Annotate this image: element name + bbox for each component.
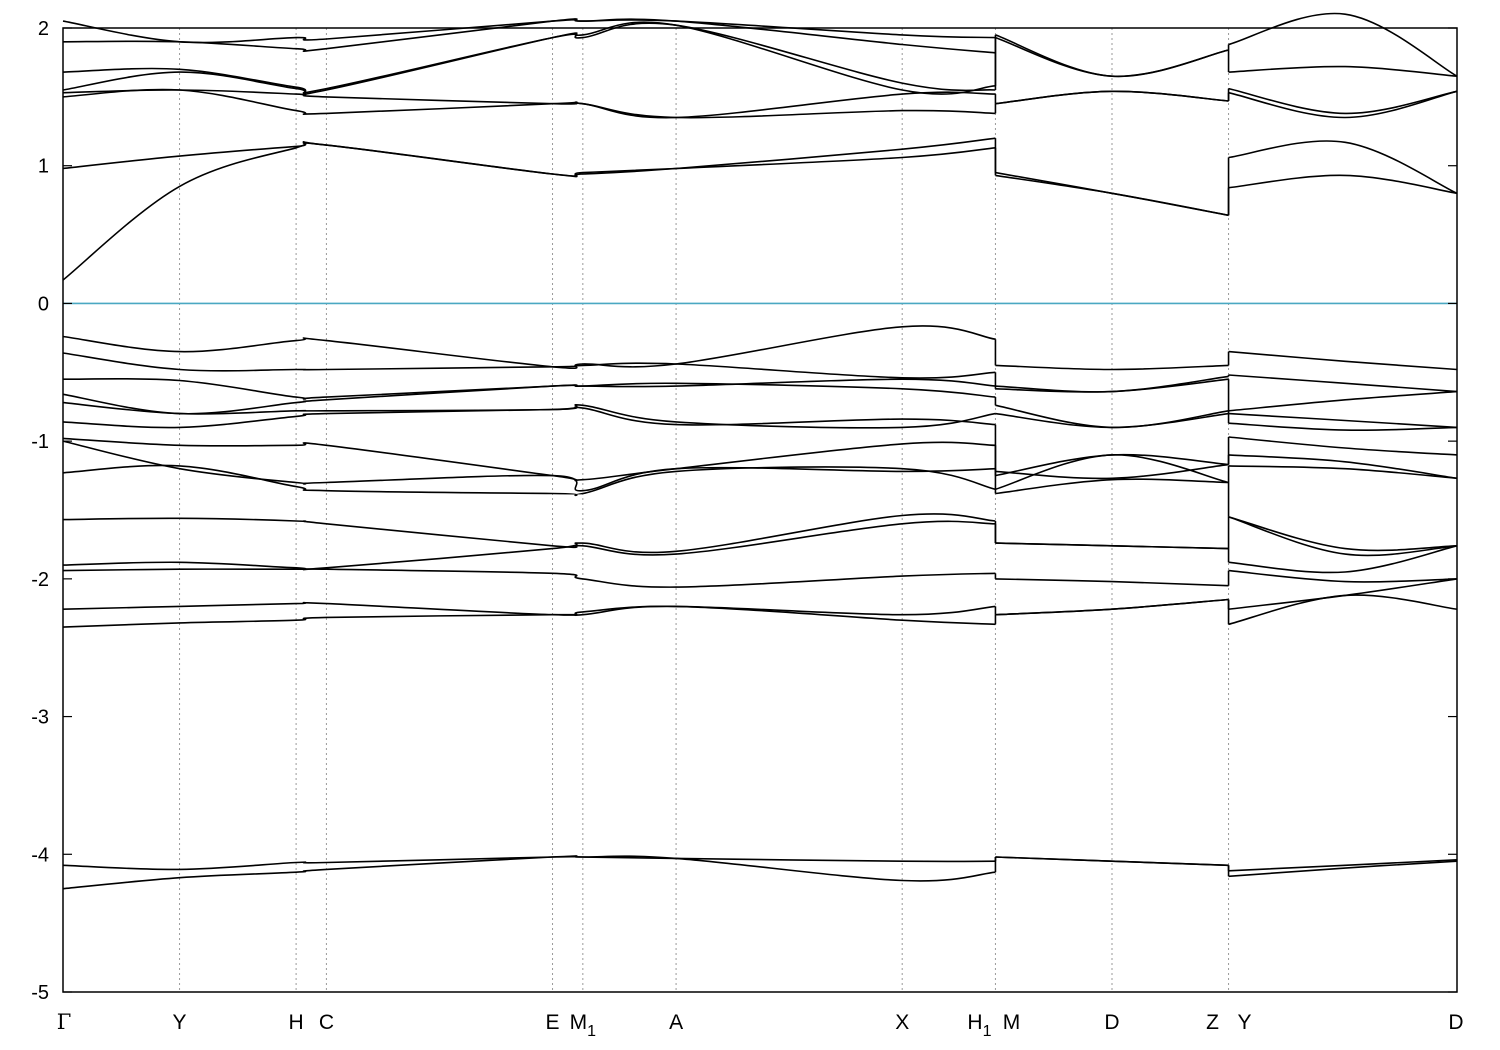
- band-line: [1228, 87, 1458, 115]
- band-line: [62, 401, 996, 429]
- band-line: [1228, 412, 1458, 429]
- band-line: [62, 437, 996, 482]
- band-line: [1228, 90, 1458, 119]
- band-line: [1228, 436, 1458, 456]
- y-tick-label: 1: [38, 156, 49, 178]
- band-line: [62, 464, 996, 497]
- band-line: [995, 453, 1229, 477]
- band-line: [1228, 12, 1458, 77]
- band-line: [62, 89, 996, 119]
- kpoint-label: X: [895, 1011, 909, 1034]
- kpoint-label: E: [546, 1011, 560, 1034]
- band-line: [1228, 374, 1458, 393]
- band-line: [995, 364, 1229, 371]
- band-lines: [62, 12, 1458, 890]
- band-line: [995, 171, 1229, 217]
- band-line: [62, 855, 996, 871]
- kpoint-label: Y: [173, 1011, 187, 1034]
- band-line: [1228, 545, 1458, 574]
- y-tick-label: 0: [38, 293, 49, 315]
- band-line: [1228, 860, 1458, 878]
- band-line: [1228, 859, 1458, 872]
- band-line: [62, 377, 996, 400]
- band-line: [995, 375, 1229, 393]
- band-line: [1228, 390, 1458, 412]
- band-line: [1228, 140, 1458, 195]
- band-line: [62, 568, 996, 588]
- band-line: [995, 478, 1229, 495]
- band-line: [995, 90, 1229, 105]
- band-line: [62, 325, 996, 369]
- kpoint-label: C: [319, 1011, 334, 1034]
- band-line: [995, 404, 1229, 429]
- band-line: [995, 856, 1229, 867]
- kpoint-label: A: [669, 1011, 683, 1034]
- band-line: [62, 517, 996, 556]
- band-line: [995, 463, 1229, 480]
- y-axis-ticks: -5 -4 -3 -2 -1 0 1 2: [31, 18, 1457, 1004]
- y-tick-label: -2: [31, 569, 49, 591]
- band-line: [1228, 350, 1458, 371]
- band-line: [62, 22, 996, 94]
- band-line: [62, 601, 996, 616]
- band-line: [62, 142, 996, 177]
- kpoint-label: Z: [1206, 1011, 1219, 1034]
- kpoint-label: M: [1003, 1011, 1021, 1034]
- band-line: [1228, 569, 1458, 583]
- kpoint-label: D: [1104, 1011, 1119, 1034]
- band-line: [1228, 465, 1458, 480]
- y-tick-label: -4: [31, 844, 49, 866]
- band-line: [995, 34, 1229, 78]
- y-tick-label: -1: [31, 431, 49, 453]
- band-line: [62, 513, 996, 571]
- band-line: [1228, 65, 1458, 77]
- plot-frame: [62, 27, 1458, 993]
- band-line: [1228, 422, 1458, 432]
- band-line: [995, 598, 1229, 616]
- band-line: [1228, 454, 1458, 480]
- band-line: [1228, 516, 1458, 552]
- y-tick-label: -5: [31, 982, 49, 1004]
- band-line: [1228, 516, 1458, 557]
- band-line: [1228, 578, 1458, 610]
- band-line: [995, 578, 1229, 587]
- kpoint-label: Y: [1238, 1011, 1252, 1034]
- band-line: [62, 18, 996, 44]
- y-tick-label: 2: [38, 18, 49, 40]
- kpoint-label: D: [1448, 1011, 1463, 1034]
- kpoint-label: H: [289, 1011, 304, 1034]
- kpoint-label: Γ: [57, 1010, 72, 1034]
- band-line: [995, 542, 1229, 550]
- band-line: [1228, 174, 1458, 195]
- y-tick-label: -3: [31, 707, 49, 729]
